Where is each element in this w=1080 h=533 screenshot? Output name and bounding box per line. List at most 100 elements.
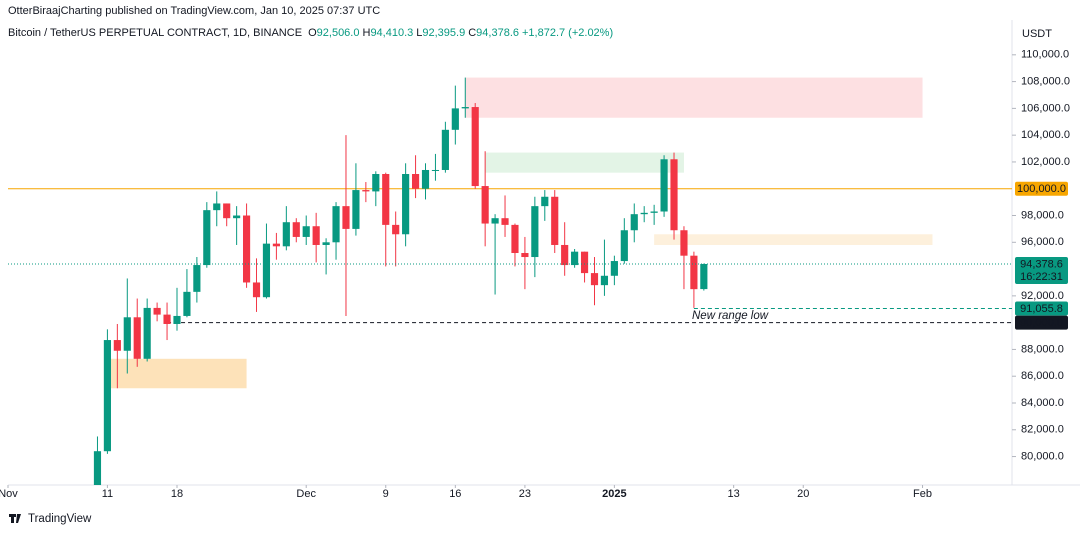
x-tick-label: 16 <box>449 488 461 500</box>
candle-body <box>620 230 628 262</box>
candle-body <box>451 108 459 130</box>
zone <box>654 234 933 245</box>
candle-body <box>511 224 519 254</box>
zone <box>465 77 923 118</box>
candle-body <box>541 196 549 207</box>
publish-line: OtterBiraajCharting published on Trading… <box>8 5 381 17</box>
candle-body <box>252 282 261 298</box>
candle-body <box>551 196 559 245</box>
candle-body <box>392 224 400 235</box>
candle-body <box>521 253 529 258</box>
candle-body <box>531 206 539 258</box>
candle-body <box>501 218 509 225</box>
level-box <box>1015 315 1068 330</box>
candle-body <box>143 307 151 359</box>
candle-body <box>342 206 350 229</box>
symbol: Bitcoin / TetherUS PERPETUAL CONTRACT, 1… <box>8 27 303 39</box>
y-tick-label: 110,000.0 <box>1021 49 1069 61</box>
candle-body <box>571 251 579 266</box>
y-tick-label: 96,000.0 <box>1021 236 1064 248</box>
candle-body <box>93 451 102 485</box>
level-label: 90,000.0 <box>1020 317 1063 329</box>
candle-body <box>491 218 499 224</box>
x-tick-label: 20 <box>797 488 809 500</box>
candle-body <box>352 190 360 229</box>
candle-body <box>610 261 618 276</box>
ohlc-letter: H <box>362 27 371 39</box>
y-tick-label: 88,000.0 <box>1021 343 1064 355</box>
candle-body <box>461 107 469 109</box>
y-tick-label: 104,000.0 <box>1021 129 1070 141</box>
level-label: 100,000.0 <box>1017 183 1066 195</box>
candle-body <box>670 159 678 231</box>
last-price-box <box>1015 257 1068 285</box>
y-tick-label: 106,000.0 <box>1021 102 1070 114</box>
candle-body <box>203 210 211 266</box>
candle-body <box>690 255 698 290</box>
x-tick-label: 11 <box>102 488 113 500</box>
brand: TradingView <box>28 513 92 525</box>
candle-body <box>362 190 370 192</box>
candle-body <box>481 186 489 224</box>
candle-body <box>322 242 330 245</box>
level-box <box>1015 301 1068 316</box>
annotation: New range low <box>692 310 769 322</box>
candle-body <box>103 340 111 452</box>
countdown: 16:22:31 <box>1020 271 1063 283</box>
candle-body <box>173 315 181 324</box>
x-tick-label: Nov <box>0 488 18 500</box>
plot-area <box>8 77 1012 485</box>
candle-body <box>163 314 171 324</box>
last-price-label: 94,378.6 <box>1020 258 1063 270</box>
candle-body <box>561 244 569 266</box>
x-tick-label: Dec <box>296 488 316 500</box>
candle-body <box>183 291 191 316</box>
candle-body <box>580 251 589 274</box>
candle-body <box>133 317 141 359</box>
ohlc-value: 92,506.0 <box>316 27 360 39</box>
candle-body <box>650 211 658 213</box>
y-tick-label: 92,000.0 <box>1021 290 1064 302</box>
ohlc-value: 94,378.6 <box>476 27 519 39</box>
candle-body <box>441 129 449 170</box>
brand-logo <box>9 514 21 523</box>
x-tick-label: 9 <box>383 488 389 500</box>
candle-body <box>590 273 599 286</box>
candle-body <box>402 174 410 235</box>
y-tick-label: 86,000.0 <box>1021 370 1064 382</box>
candle-body <box>312 226 320 245</box>
zone <box>485 152 684 173</box>
candle-body <box>600 275 609 286</box>
ohlc-value: 92,395.9 <box>422 27 466 39</box>
y-tick-label: 102,000.0 <box>1021 156 1070 168</box>
y-tick-label: 98,000.0 <box>1021 209 1064 221</box>
candle-body <box>700 264 708 290</box>
candle-body <box>242 215 251 283</box>
candle-body <box>431 169 440 171</box>
candle-body <box>411 174 420 189</box>
x-tick-label: 18 <box>171 488 183 500</box>
candle-body <box>382 174 390 225</box>
y-tick-label: 82,000.0 <box>1021 424 1064 436</box>
axes: Nov 11 18 Dec 9 16 23 2025 13 20 Feb 110,000.0 108,0… <box>0 49 1070 500</box>
x-tick-label: Feb <box>913 488 932 500</box>
candle-body <box>372 174 380 192</box>
candle-body <box>332 206 340 243</box>
candle-body <box>282 222 290 247</box>
candle-body <box>292 222 300 237</box>
ohlc-value: 94,410.3 <box>370 27 414 39</box>
candle-body <box>262 243 271 298</box>
ohlc-letter: O <box>308 27 317 39</box>
candle-body <box>660 159 668 212</box>
candle-body <box>680 230 688 256</box>
candle-body <box>471 107 479 187</box>
candle-body <box>272 243 280 247</box>
candle-body <box>123 317 131 351</box>
level-label: 91,055.8 <box>1020 303 1063 315</box>
candle-body <box>113 340 121 351</box>
y-tick-label: 108,000.0 <box>1021 76 1070 88</box>
candle-body <box>421 169 430 189</box>
y-tick-label: 84,000.0 <box>1021 397 1064 409</box>
